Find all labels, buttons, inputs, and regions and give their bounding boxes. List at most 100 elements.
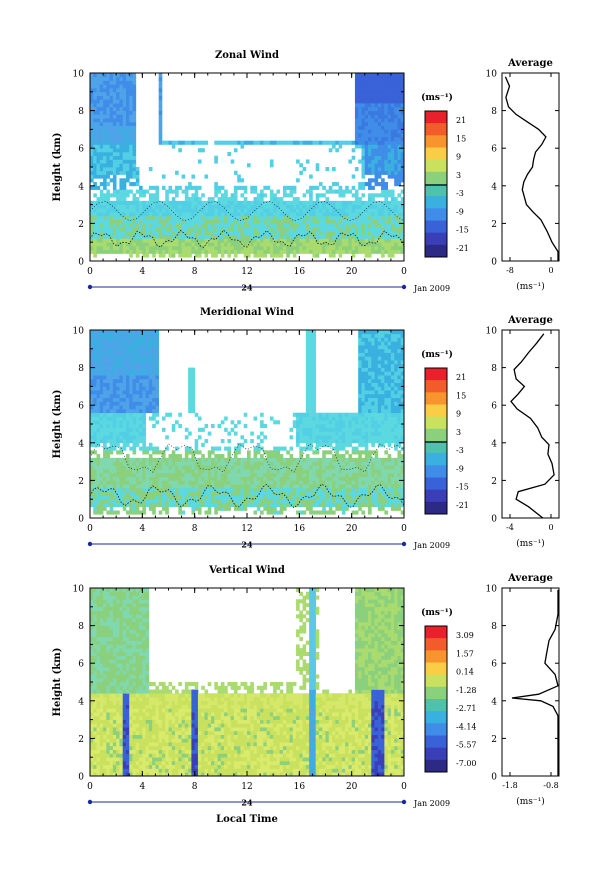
heatmap-cell <box>279 476 284 481</box>
heatmap-cell <box>266 140 271 145</box>
heatmap-cell <box>116 227 120 232</box>
heatmap-cell <box>148 442 153 447</box>
heatmap-cell <box>112 371 117 376</box>
heatmap-cell <box>103 341 107 346</box>
heatmap-cell <box>312 333 317 338</box>
heatmap-cell <box>99 431 104 436</box>
heatmap-cell <box>125 238 130 243</box>
heatmap-cell <box>178 212 182 217</box>
heatmap-cell <box>204 238 209 243</box>
heatmap-cell <box>377 106 382 111</box>
heatmap-cell <box>224 189 228 194</box>
heatmap-cell <box>181 242 186 247</box>
heatmap-cell <box>175 204 179 209</box>
heatmap-cell <box>233 450 238 455</box>
heatmap-cell <box>125 484 130 489</box>
heatmap-cell <box>132 412 137 417</box>
heatmap-cell <box>354 234 359 239</box>
heatmap-cell <box>338 472 343 477</box>
heatmap-cell <box>90 88 94 93</box>
heatmap-cell <box>328 439 333 444</box>
heatmap-cell <box>348 223 353 228</box>
heatmap-cell <box>214 193 218 198</box>
heatmap-cell <box>197 148 202 153</box>
heatmap-cell <box>178 472 182 477</box>
heatmap-cell <box>224 249 228 254</box>
heatmap-cell <box>305 215 310 220</box>
heatmap-cell <box>400 99 405 104</box>
heatmap-cell <box>224 506 228 511</box>
heatmap-cell <box>188 200 192 205</box>
heatmap-cell <box>204 208 209 213</box>
heatmap-cell <box>217 204 222 209</box>
heatmap-cell <box>109 420 114 425</box>
heatmap-cell <box>106 230 110 236</box>
heatmap-cell <box>384 227 388 232</box>
heatmap-cell <box>106 219 110 224</box>
heatmap-cell <box>112 170 117 175</box>
heatmap-cell <box>341 495 346 500</box>
heatmap-cell <box>387 148 392 153</box>
heatmap-cell <box>227 242 231 247</box>
heatmap-cell <box>387 114 392 119</box>
heatmap-cell <box>93 76 97 81</box>
heatmap-cell <box>217 499 222 504</box>
heatmap-cell <box>165 208 169 213</box>
heatmap-cell <box>309 215 313 220</box>
heatmap-cell <box>168 223 173 228</box>
heatmap-cell <box>374 125 379 130</box>
heatmap-cell <box>325 435 330 440</box>
heatmap-cell <box>103 227 107 232</box>
heatmap-cell <box>335 223 339 228</box>
heatmap-cell <box>305 367 310 372</box>
heatmap-cell <box>368 121 372 126</box>
heatmap-cell <box>90 469 94 474</box>
heatmap-cell <box>387 121 392 126</box>
heatmap-cell <box>148 208 153 213</box>
heatmap-cell <box>361 412 366 417</box>
heatmap-cell <box>106 80 110 85</box>
heatmap-cell <box>96 223 101 228</box>
heatmap-cell <box>384 219 388 224</box>
heatmap-cell <box>374 245 379 251</box>
heatmap-cell <box>243 506 248 511</box>
heatmap-cell <box>129 144 133 149</box>
heatmap-cell <box>368 215 372 220</box>
heatmap-cell <box>397 151 402 157</box>
heatmap-cell <box>168 140 173 145</box>
heatmap-cell <box>161 238 166 243</box>
heatmap-cell <box>90 420 94 425</box>
heatmap-cell <box>125 367 130 372</box>
heatmap-cell <box>286 219 290 224</box>
heatmap-cell <box>175 480 179 485</box>
heatmap-cell <box>361 155 366 160</box>
heatmap-cell <box>207 480 212 485</box>
heatmap-cell <box>129 363 133 368</box>
heatmap-cell <box>325 431 330 436</box>
heatmap-cell <box>129 91 133 96</box>
heatmap-cell <box>394 249 398 254</box>
heatmap-cell <box>237 442 241 447</box>
heatmap-cell <box>286 245 290 251</box>
heatmap-cell <box>125 457 130 462</box>
heatmap-cell <box>247 230 251 236</box>
heatmap-cell <box>109 80 114 85</box>
heatmap-cell <box>322 212 326 217</box>
heatmap-cell <box>233 215 238 220</box>
heatmap-cell <box>289 476 294 481</box>
heatmap-cell <box>106 424 110 429</box>
heatmap-cell <box>233 223 238 228</box>
heatmap-cell <box>106 103 110 108</box>
heatmap-cell <box>142 484 146 489</box>
heatmap-cell <box>384 148 388 153</box>
heatmap-cell <box>214 253 218 258</box>
heatmap-cell <box>155 352 160 357</box>
heatmap-cell <box>305 397 310 402</box>
heatmap-cell <box>90 114 94 119</box>
heatmap-cell <box>312 397 317 402</box>
heatmap-cell <box>328 242 333 247</box>
heatmap-cell <box>99 155 104 160</box>
heatmap-cell <box>341 193 346 198</box>
heatmap-cell <box>135 401 140 406</box>
heatmap-cell <box>125 341 130 346</box>
